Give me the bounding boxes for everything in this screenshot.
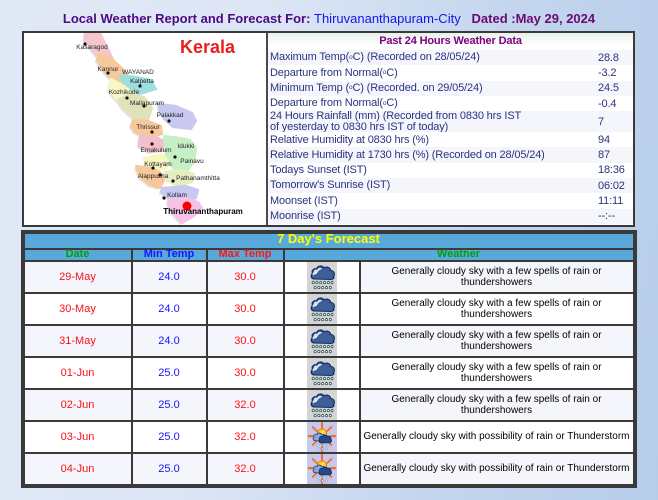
svg-text:Kozhikode: Kozhikode [109, 89, 140, 96]
svg-text:Idukki: Idukki [178, 143, 195, 150]
svg-text:Kalpetta: Kalpetta [130, 78, 154, 85]
svg-text:Kannur: Kannur [98, 66, 120, 73]
svg-text:Kasaragod: Kasaragod [76, 44, 108, 51]
svg-text:Alappuzha: Alappuzha [138, 173, 169, 180]
svg-text:Palakkad: Palakkad [157, 112, 184, 119]
svg-text:WAYANAD: WAYANAD [122, 69, 154, 76]
svg-text:Painavu: Painavu [180, 158, 204, 165]
svg-text:Ernakulum: Ernakulum [140, 147, 171, 154]
svg-text:Thrissur: Thrissur [136, 124, 160, 131]
svg-text:Kollam: Kollam [167, 192, 187, 199]
svg-text:Kerala: Kerala [180, 37, 236, 57]
svg-text:Mallapuram: Mallapuram [130, 100, 164, 107]
svg-text:Thiruvananthapuram: Thiruvananthapuram [163, 207, 243, 216]
svg-text:Pathanamthitta: Pathanamthitta [176, 175, 220, 182]
svg-text:Kottayam: Kottayam [144, 161, 171, 168]
